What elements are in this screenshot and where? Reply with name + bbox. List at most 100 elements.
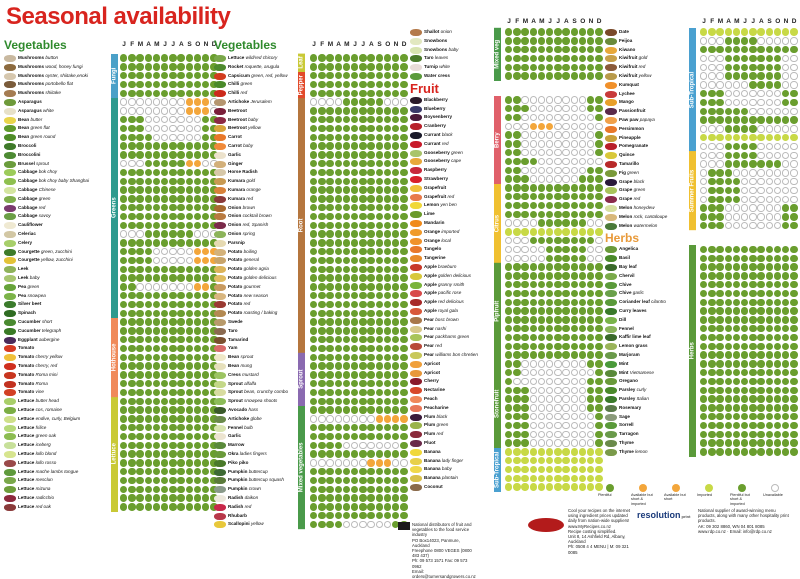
produce-name: Cabbage bbox=[18, 195, 38, 201]
availability-dot bbox=[537, 140, 546, 148]
availability-dot bbox=[732, 142, 741, 151]
produce-label: Mango bbox=[619, 98, 699, 106]
availability-dot bbox=[136, 432, 144, 441]
availability-dot bbox=[310, 98, 318, 106]
availability-dot bbox=[318, 388, 326, 397]
produce-icon bbox=[410, 96, 422, 104]
produce-label: Grape black bbox=[619, 178, 699, 186]
availability-dot bbox=[367, 195, 375, 203]
availability-dot bbox=[529, 166, 537, 174]
availability-dot bbox=[318, 459, 326, 467]
availability-dot bbox=[790, 377, 798, 386]
availability-dot bbox=[375, 423, 383, 432]
availability-dot bbox=[144, 309, 152, 317]
availability-dot bbox=[521, 148, 529, 157]
produce-name: Artichoke bbox=[228, 99, 250, 104]
availability-dot bbox=[749, 421, 757, 430]
availability-dot bbox=[144, 476, 152, 485]
availability-dot bbox=[310, 221, 318, 229]
availability-dot bbox=[782, 307, 790, 315]
availability-dot bbox=[505, 456, 513, 465]
availability-dot bbox=[741, 272, 749, 280]
availability-dot bbox=[741, 45, 749, 54]
availability-dot bbox=[152, 371, 161, 379]
table-row: Pear nashi bbox=[410, 324, 603, 334]
availability-dot bbox=[554, 280, 562, 289]
availability-dot bbox=[177, 432, 185, 441]
availability-dot bbox=[546, 280, 554, 289]
availability-dot bbox=[202, 151, 210, 159]
availability-dot bbox=[773, 37, 782, 45]
availability-dot bbox=[210, 291, 218, 300]
availability-dot bbox=[169, 159, 177, 168]
availability-dot bbox=[210, 503, 218, 511]
produce-icon bbox=[605, 325, 617, 333]
produce-label: Angelica bbox=[619, 245, 699, 253]
availability-dot bbox=[400, 291, 408, 300]
availability-dot bbox=[716, 333, 724, 342]
availability-dot bbox=[554, 465, 562, 474]
availability-dot bbox=[741, 351, 749, 359]
availability-dot bbox=[537, 316, 546, 324]
produce-name: Pluot bbox=[424, 440, 436, 445]
availability-dot bbox=[161, 467, 169, 476]
availability-dot bbox=[505, 219, 513, 227]
availability-dot bbox=[521, 113, 529, 122]
produce-label: Mandarin bbox=[424, 219, 504, 227]
produce-icon bbox=[214, 107, 226, 115]
availability-dot bbox=[185, 177, 193, 185]
availability-dot bbox=[375, 450, 383, 458]
produce-label: Swede bbox=[228, 318, 308, 326]
table-row: Currant black bbox=[410, 131, 603, 140]
availability-dot bbox=[578, 386, 587, 394]
availability-dot bbox=[537, 72, 546, 80]
produce-name: Sprout bbox=[228, 398, 243, 404]
availability-dot bbox=[169, 300, 177, 309]
availability-dot bbox=[359, 133, 367, 141]
produce-name: Apple bbox=[424, 264, 437, 269]
availability-dot bbox=[570, 131, 578, 139]
availability-dot bbox=[351, 335, 359, 344]
produce-icon bbox=[4, 371, 16, 379]
availability-dot bbox=[521, 263, 529, 271]
availability-dot bbox=[741, 439, 749, 447]
availability-dot bbox=[400, 195, 408, 203]
footer-mid-text: Cool your recipes on the internet using … bbox=[568, 508, 631, 555]
availability-dot bbox=[210, 485, 218, 493]
availability-dot bbox=[169, 353, 177, 361]
table-row: Brussel sprout bbox=[4, 159, 218, 169]
produce-label: Sprout snowpea shoots bbox=[228, 397, 308, 405]
availability-dot bbox=[400, 186, 408, 194]
availability-dot bbox=[326, 362, 334, 370]
produce-label: Pomegranate bbox=[619, 142, 699, 150]
produce-label: Tomato vine bbox=[18, 388, 100, 396]
availability-dot bbox=[595, 307, 603, 315]
availability-dot bbox=[120, 256, 128, 265]
availability-dot bbox=[383, 291, 392, 300]
availability-dot bbox=[310, 309, 318, 317]
availability-dot bbox=[359, 89, 367, 97]
produce-icon bbox=[605, 352, 617, 359]
availability-dot bbox=[161, 485, 169, 493]
availability-dot bbox=[185, 441, 193, 449]
availability-dot bbox=[152, 309, 161, 317]
availability-dot bbox=[152, 124, 161, 133]
availability-dot bbox=[210, 203, 218, 212]
produce-icon bbox=[410, 220, 422, 227]
availability-dot bbox=[578, 157, 587, 166]
availability-dot bbox=[318, 186, 326, 194]
produce-name: Onion bbox=[228, 213, 242, 219]
availability-dot bbox=[782, 448, 790, 456]
produce-variety: short bbox=[42, 319, 53, 324]
table-row: Feijoa bbox=[605, 36, 798, 46]
produce-label: Potato golden agria bbox=[228, 265, 308, 273]
table-row: Tamarind bbox=[214, 335, 408, 345]
availability-dot bbox=[716, 412, 724, 421]
availability-dot bbox=[570, 439, 578, 447]
availability-dot bbox=[367, 80, 375, 89]
produce-label: Lettuce radicchio bbox=[18, 494, 100, 502]
availability-dot bbox=[724, 186, 732, 195]
availability-dot bbox=[513, 140, 521, 148]
availability-dot bbox=[367, 459, 375, 467]
availability-dot bbox=[765, 221, 773, 230]
